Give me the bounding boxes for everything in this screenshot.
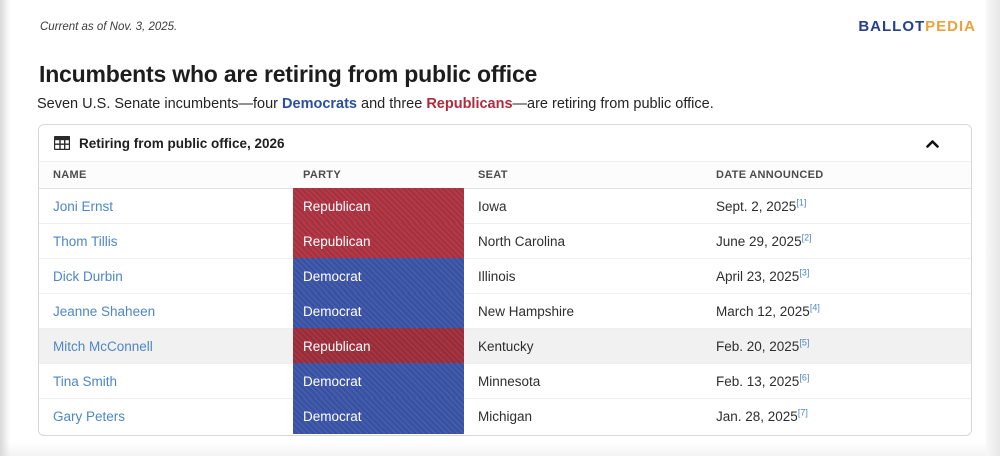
table-row: Gary Peters Democrat Michigan Jan. 28, 2… [39, 398, 971, 434]
seat-cell: North Carolina [478, 234, 566, 249]
date-text: Feb. 13, 2025 [716, 374, 800, 389]
table-row: Joni Ernst Republican Iowa Sept. 2, 2025… [39, 188, 971, 224]
senator-link[interactable]: Tina Smith [53, 373, 118, 389]
column-header-row: NAME PARTY SEAT DATE ANNOUNCED [39, 162, 971, 189]
date-text: Feb. 20, 2025 [716, 339, 800, 354]
senator-link[interactable]: Gary Peters [53, 408, 126, 424]
ballotpedia-logo[interactable]: BALLOTPEDIA [858, 18, 976, 35]
logo-ballot-text: BALLOT [858, 18, 926, 35]
footnote-link[interactable]: [1] [796, 197, 807, 208]
table-body: Joni Ernst Republican Iowa Sept. 2, 2025… [39, 188, 971, 434]
date-cell: June 29, 2025[2] [716, 232, 971, 249]
party-cell: Democrat [293, 363, 464, 399]
party-cell: Republican [293, 188, 464, 224]
table-card-header: Retiring from public office, 2026 [39, 125, 971, 162]
date-text: Sept. 2, 2025 [716, 199, 797, 214]
page-title: Incumbents who are retiring from public … [39, 61, 538, 87]
name-cell: Gary Peters [39, 408, 293, 426]
column-header-name: NAME [53, 169, 87, 181]
date-cell: Feb. 20, 2025[5] [716, 337, 971, 354]
table-row: Thom Tillis Republican North Carolina Ju… [39, 223, 971, 259]
republicans-link[interactable]: Republicans [426, 96, 513, 112]
intro-text-after: —are retiring from public office. [512, 96, 714, 112]
table-row: Tina Smith Democrat Minnesota Feb. 13, 2… [39, 363, 971, 399]
table-row: Dick Durbin Democrat Illinois April 23, … [39, 258, 971, 294]
seat-cell: New Hampshire [478, 304, 575, 319]
date-text: June 29, 2025 [716, 234, 802, 249]
party-cell: Democrat [293, 398, 464, 434]
date-cell: March 12, 2025[4] [716, 302, 971, 319]
date-cell: April 23, 2025[3] [716, 267, 971, 284]
seat-cell: Illinois [478, 269, 516, 284]
senator-link[interactable]: Thom Tillis [53, 233, 118, 249]
intro-paragraph: Seven U.S. Senate incumbents—four Democr… [37, 96, 714, 112]
name-cell: Thom Tillis [39, 233, 293, 251]
footnote-link[interactable]: [7] [797, 407, 808, 418]
name-cell: Mitch McConnell [39, 338, 293, 356]
retiring-table-card: Retiring from public office, 2026 NAME P… [38, 124, 972, 436]
column-header-party: PARTY [303, 169, 341, 181]
page-left-shadow [0, 0, 10, 456]
seat-cell: Minnesota [478, 374, 541, 389]
table-icon [54, 136, 70, 150]
party-cell: Republican [293, 328, 464, 364]
name-cell: Tina Smith [39, 373, 293, 391]
chevron-up-icon [925, 136, 939, 151]
democrats-link[interactable]: Democrats [282, 96, 357, 112]
party-cell: Republican [293, 223, 464, 259]
table-row: Jeanne Shaheen Democrat New Hampshire Ma… [39, 293, 971, 329]
current-as-of-note: Current as of Nov. 3, 2025. [40, 21, 178, 33]
party-cell: Democrat [293, 258, 464, 294]
seat-cell: Kentucky [478, 339, 534, 354]
date-text: Jan. 28, 2025 [716, 409, 798, 424]
page-right-gutter [986, 0, 1000, 456]
footnote-link[interactable]: [6] [799, 372, 810, 383]
date-text: April 23, 2025 [716, 269, 800, 284]
page-bottom-shadow [0, 442, 1000, 456]
intro-text-before: Seven U.S. Senate incumbents—four [37, 96, 283, 112]
date-cell: Jan. 28, 2025[7] [716, 407, 971, 424]
intro-text-middle: and three [356, 96, 427, 112]
column-header-seat: SEAT [478, 169, 508, 181]
logo-pedia-text: PEDIA [925, 18, 976, 35]
senator-link[interactable]: Mitch McConnell [53, 338, 153, 354]
senator-link[interactable]: Dick Durbin [53, 268, 123, 284]
date-cell: Feb. 13, 2025[6] [716, 372, 971, 389]
date-text: March 12, 2025 [716, 304, 810, 319]
name-cell: Jeanne Shaheen [39, 303, 293, 321]
date-cell: Sept. 2, 2025[1] [716, 197, 971, 214]
footnote-link[interactable]: [2] [801, 232, 812, 243]
footnote-link[interactable]: [5] [799, 337, 810, 348]
table-row: Mitch McConnell Republican Kentucky Feb.… [39, 328, 971, 364]
table-title: Retiring from public office, 2026 [79, 135, 285, 151]
name-cell: Dick Durbin [39, 268, 293, 286]
name-cell: Joni Ernst [39, 198, 293, 216]
column-header-date: DATE ANNOUNCED [716, 169, 824, 181]
collapse-table-button[interactable] [920, 131, 944, 155]
footnote-link[interactable]: [3] [799, 267, 810, 278]
seat-cell: Iowa [478, 199, 507, 214]
senator-link[interactable]: Joni Ernst [53, 198, 114, 214]
senator-link[interactable]: Jeanne Shaheen [53, 303, 156, 319]
seat-cell: Michigan [478, 409, 533, 424]
footnote-link[interactable]: [4] [809, 302, 820, 313]
party-cell: Democrat [293, 293, 464, 329]
